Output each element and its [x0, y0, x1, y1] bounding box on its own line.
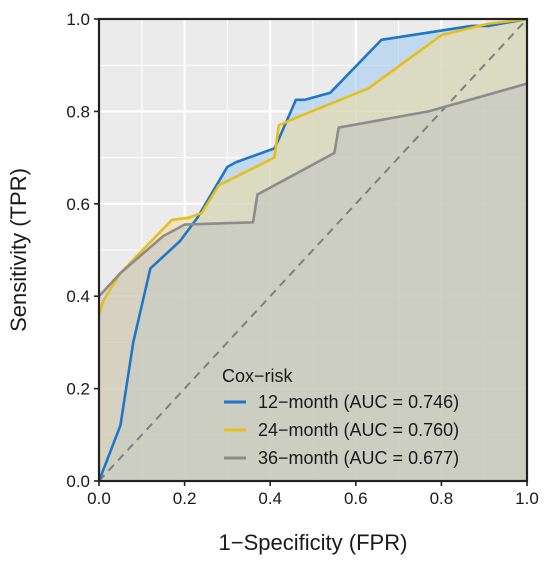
- reference-diagonal-line: [98, 18, 528, 482]
- x-tick-label: 0.2: [173, 489, 197, 508]
- x-tick-label: 0.6: [344, 489, 368, 508]
- legend-label-36-month: 36−month (AUC = 0.677): [258, 448, 459, 468]
- legend-title: Cox−risk: [222, 366, 294, 386]
- y-tick-label: 0.8: [66, 102, 90, 121]
- y-axis-title: Sensitivity (TPR): [6, 168, 31, 332]
- line-36-month: [98, 82, 528, 298]
- y-tick-label: 1.0: [66, 10, 90, 29]
- y-tick-label: 0.0: [66, 472, 90, 491]
- panel-border: [97, 17, 529, 483]
- x-tick-label: 0.4: [258, 489, 282, 508]
- x-tick-label: 0.8: [430, 489, 454, 508]
- x-tick-label: 0.0: [87, 489, 111, 508]
- legend: Cox−risk 12−month (AUC = 0.746) 24−month (…: [222, 366, 459, 468]
- area-36-month: [99, 83, 527, 482]
- legend-label-24-month: 24−month (AUC = 0.760): [258, 420, 459, 440]
- x-axis-title: 1−Specificity (FPR): [219, 530, 408, 555]
- y-tick-label: 0.6: [66, 195, 90, 214]
- y-tick-label: 0.2: [66, 380, 90, 399]
- x-tick-label: 1.0: [515, 489, 539, 508]
- axes-layer: 0.0 0.2 0.4 0.6 0.8 1.0 0.0 0.2 0.4 0.6 0.8 1.0 1−Sp…: [6, 10, 539, 555]
- y-tick-label: 0.4: [66, 287, 90, 306]
- legend-label-12-month: 12−month (AUC = 0.746): [258, 392, 459, 412]
